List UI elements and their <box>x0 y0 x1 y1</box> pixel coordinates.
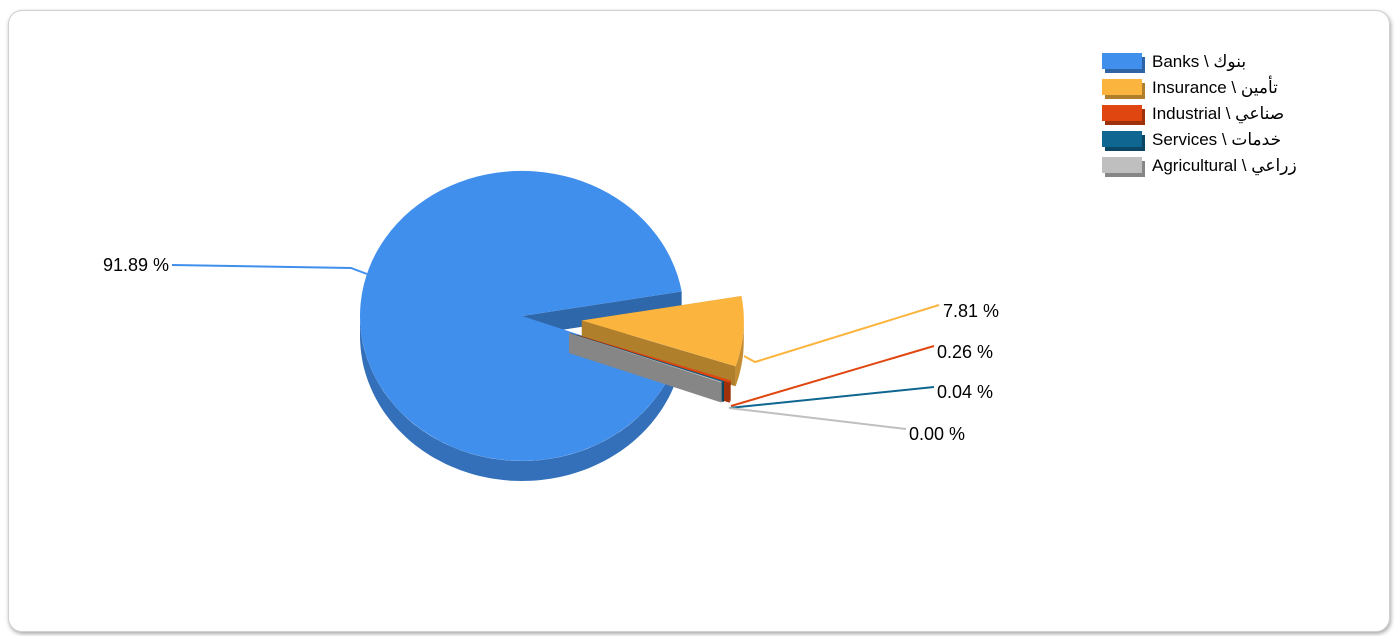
chart-frame: 91.89 % 7.81 % 0.26 % 0.04 % 0.00 % Banks \ … <box>8 10 1390 632</box>
legend-swatch-services <box>1102 131 1142 147</box>
slice-wall-agricultural <box>569 332 722 403</box>
slice-top-banks <box>360 170 682 461</box>
legend-swatch-agricultural <box>1102 157 1142 173</box>
data-label-agricultural: 0.00 % <box>909 424 965 444</box>
legend-item-agricultural[interactable]: Agricultural \ زراعي <box>1102 156 1297 177</box>
slice-insurance[interactable] <box>581 295 744 387</box>
slice-top-agricultural <box>569 333 722 383</box>
legend-label-insurance: Insurance \ تأمين <box>1152 75 1278 97</box>
slices-layer <box>360 170 744 481</box>
leader-line-insurance <box>743 304 940 364</box>
slice-top-insurance <box>581 296 744 367</box>
slice-top-services <box>571 333 724 383</box>
data-label-services: 0.04 % <box>937 382 993 402</box>
leader-line-agricultural <box>728 407 907 430</box>
legend-swatch-industrial <box>1102 105 1142 121</box>
pie-chart: 91.89 % 7.81 % 0.26 % 0.04 % 0.00 % Banks \ … <box>103 52 1297 481</box>
data-label-industrial: 0.26 % <box>937 342 993 362</box>
legend-item-services[interactable]: Services \ خدمات <box>1102 130 1281 151</box>
leader-line-industrial <box>730 345 935 407</box>
slice-side-insurance <box>735 321 744 387</box>
leader-lines <box>171 264 940 430</box>
legend-swatch-insurance <box>1102 79 1142 95</box>
legend-label-services: Services \ خدمات <box>1152 130 1281 149</box>
legend-swatch-banks <box>1102 53 1142 69</box>
legend: Banks \ بنوك Insurance \ تأمين Industrial … <box>1102 52 1297 177</box>
slice-agricultural[interactable] <box>569 332 722 403</box>
leader-line-banks <box>171 264 368 275</box>
slice-top-industrial <box>576 334 731 383</box>
legend-label-banks: Banks \ بنوك <box>1152 52 1246 71</box>
legend-label-industrial: Industrial \ صناعي <box>1152 104 1284 124</box>
data-label-banks: 91.89 % <box>103 255 169 275</box>
slice-banks[interactable] <box>360 170 682 481</box>
slice-wall-banks <box>522 291 682 336</box>
legend-item-industrial[interactable]: Industrial \ صناعي <box>1102 104 1284 125</box>
slice-wall-insurance <box>581 320 736 387</box>
data-labels: 91.89 % 7.81 % 0.26 % 0.04 % 0.00 % <box>103 255 999 444</box>
legend-item-banks[interactable]: Banks \ بنوك <box>1102 52 1246 73</box>
data-label-insurance: 7.81 % <box>943 301 999 321</box>
leader-line-services <box>728 386 935 409</box>
legend-label-agricultural: Agricultural \ زراعي <box>1152 156 1297 176</box>
legend-item-insurance[interactable]: Insurance \ تأمين <box>1102 75 1278 99</box>
